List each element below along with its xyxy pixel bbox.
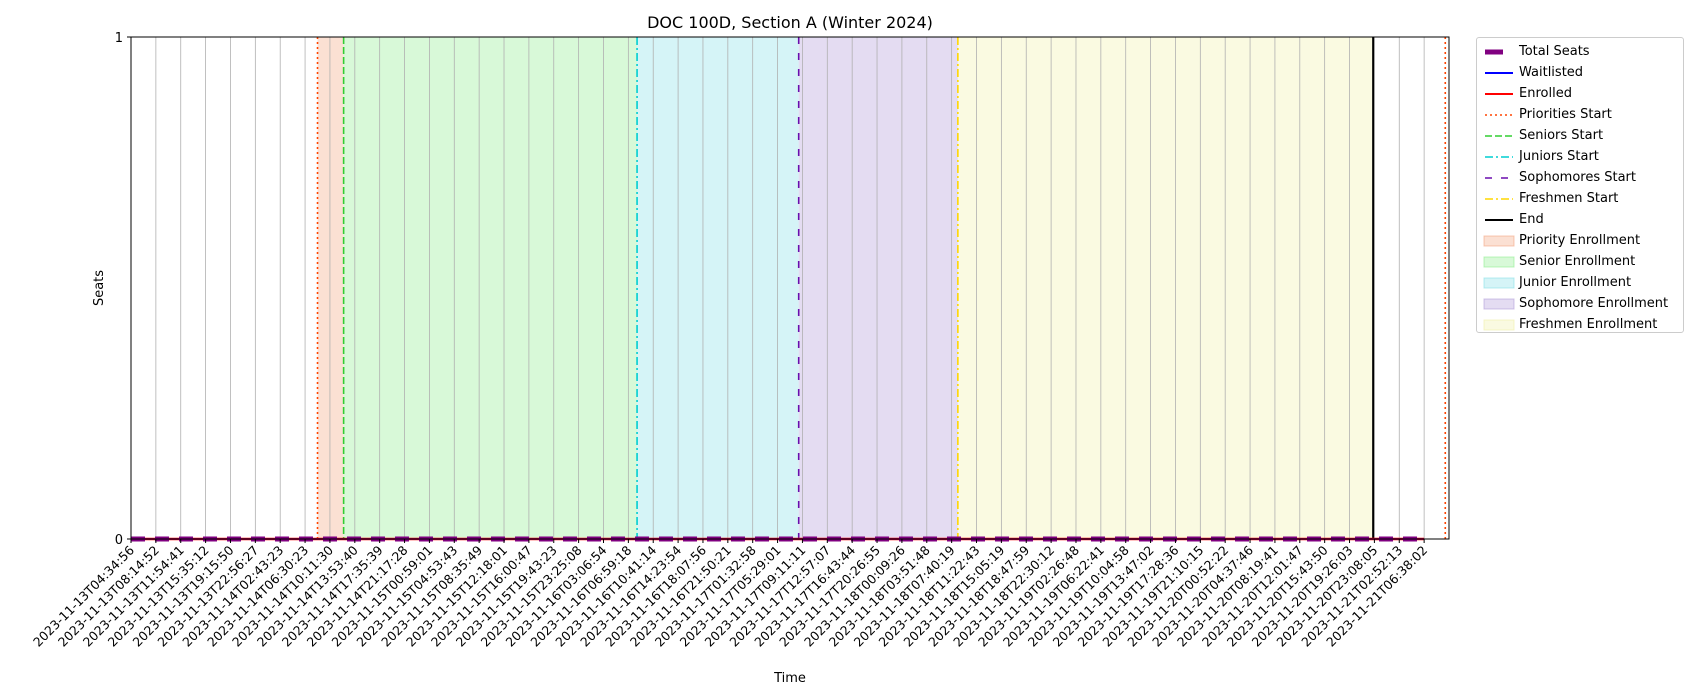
- legend-swatch: [1485, 198, 1513, 200]
- enrollment-spans: [317, 37, 1374, 539]
- legend-swatch: [1485, 177, 1513, 179]
- legend-label: Senior Enrollment: [1519, 254, 1636, 269]
- y-tick-label: 1: [115, 31, 123, 46]
- legend-swatch: [1485, 135, 1513, 137]
- legend-item: Priorities Start: [1477, 105, 1683, 126]
- legend-label: Seniors Start: [1519, 128, 1604, 143]
- legend-item: Seniors Start: [1477, 126, 1683, 147]
- legend-label: Freshmen Start: [1519, 191, 1619, 206]
- legend-item: End: [1477, 210, 1683, 231]
- legend-swatch: [1485, 72, 1513, 74]
- legend-item: Sophomore Enrollment: [1477, 294, 1683, 315]
- chart-title: DOC 100D, Section A (Winter 2024): [647, 13, 933, 32]
- legend-swatch: [1483, 298, 1515, 310]
- phase-start-lines: [316, 37, 1447, 539]
- legend-item: Sophomores Start: [1477, 168, 1683, 189]
- legend-swatch: [1483, 277, 1515, 289]
- legend-label: Freshmen Enrollment: [1519, 317, 1658, 332]
- legend-label: Junior Enrollment: [1519, 275, 1632, 290]
- legend-item: Total Seats: [1477, 42, 1683, 63]
- legend-swatch: [1485, 156, 1513, 158]
- legend-item: Waitlisted: [1477, 63, 1683, 84]
- y-tick-label: 0: [115, 533, 123, 548]
- legend-label: Enrolled: [1519, 86, 1572, 101]
- legend-swatch: [1483, 319, 1515, 331]
- vertical-gridlines: [130, 37, 1425, 539]
- x-axis-ticks: 2023-11-13T04:34:562023-11-13T08:14:5220…: [30, 539, 1430, 650]
- legend-item: Juniors Start: [1477, 147, 1683, 168]
- legend-label: End: [1519, 212, 1544, 227]
- span-senior-enrollment: [343, 37, 638, 539]
- span-junior-enrollment: [637, 37, 799, 539]
- legend-swatch: [1483, 235, 1515, 247]
- legend-item: Senior Enrollment: [1477, 252, 1683, 273]
- legend-item: Priority Enrollment: [1477, 231, 1683, 252]
- legend-item: Freshmen Enrollment: [1477, 315, 1683, 336]
- legend-swatch: [1485, 219, 1513, 221]
- x-axis-label: Time: [773, 671, 806, 686]
- legend: Total Seats Waitlisted Enrolled Priorities …: [1476, 37, 1684, 333]
- y-axis-ticks: 01: [115, 31, 131, 548]
- plot-frame: [130, 36, 1450, 540]
- legend-swatch: [1485, 93, 1513, 95]
- legend-label: Sophomore Enrollment: [1519, 296, 1669, 311]
- legend-item: Freshmen Start: [1477, 189, 1683, 210]
- span-freshmen-enrollment: [957, 37, 1374, 539]
- span-priority-enrollment: [317, 37, 344, 539]
- legend-item: Enrolled: [1477, 84, 1683, 105]
- legend-label: Priorities Start: [1519, 107, 1612, 122]
- y-axis-label: Seats: [92, 270, 107, 306]
- legend-label: Total Seats: [1519, 44, 1590, 59]
- legend-item: Junior Enrollment: [1477, 273, 1683, 294]
- legend-label: Waitlisted: [1519, 65, 1584, 80]
- legend-swatch: [1485, 49, 1513, 55]
- legend-swatch: [1483, 256, 1515, 268]
- span-sophomore-enrollment: [798, 37, 958, 539]
- legend-label: Sophomores Start: [1519, 170, 1636, 185]
- legend-label: Juniors Start: [1519, 149, 1599, 164]
- legend-swatch: [1485, 114, 1513, 116]
- legend-label: Priority Enrollment: [1519, 233, 1641, 248]
